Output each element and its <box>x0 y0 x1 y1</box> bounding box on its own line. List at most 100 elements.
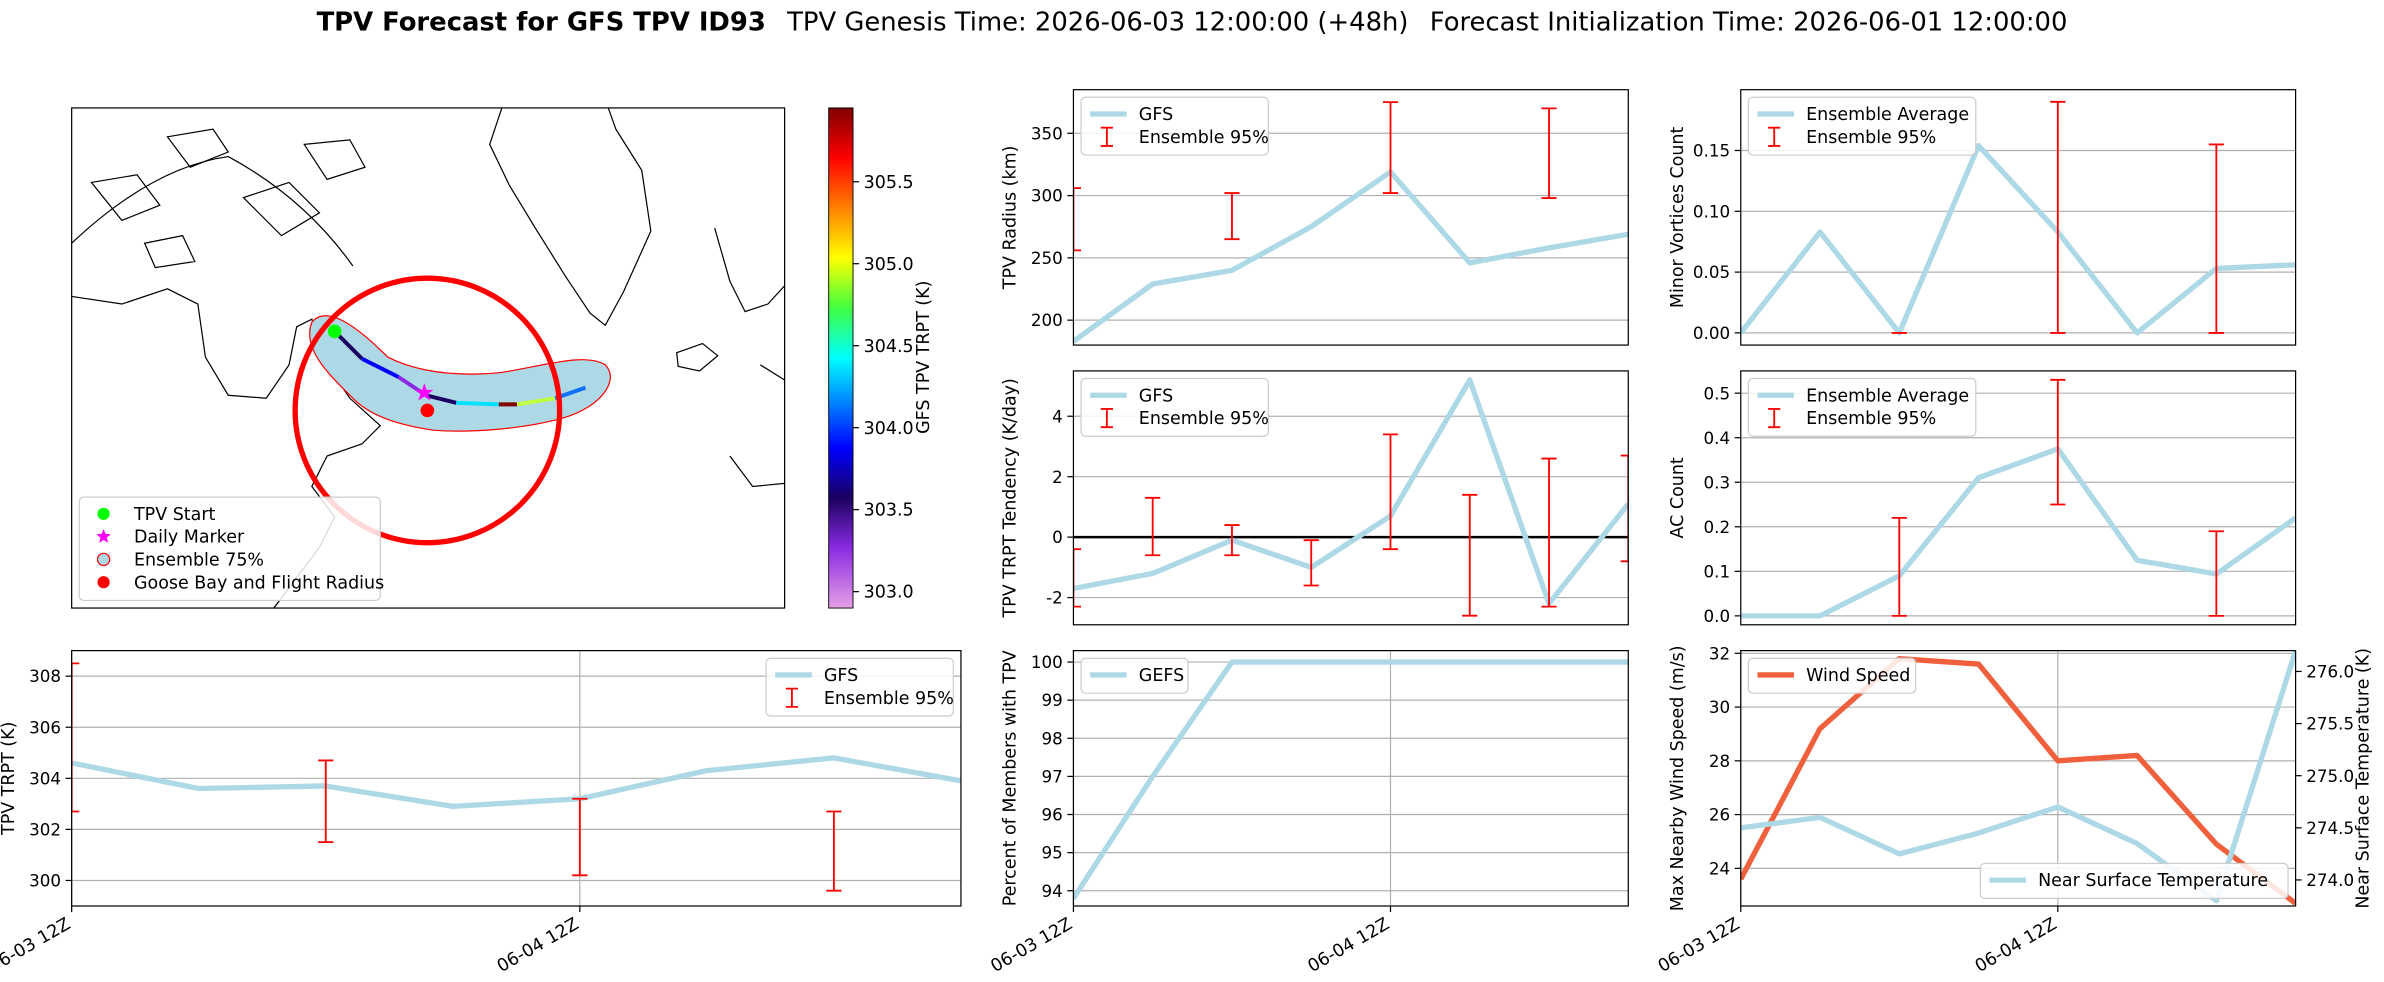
legend-box <box>1747 96 1977 156</box>
legend-swatch <box>97 576 110 589</box>
track-segment <box>361 356 400 379</box>
error-bar <box>2208 143 2224 334</box>
axes-frame <box>1740 650 2297 907</box>
series-line <box>1073 659 1629 900</box>
y-axis-label: Max Nearby Wind Speed (m/s) <box>1668 645 1688 911</box>
track-segment <box>456 400 499 407</box>
panel: 200 250 300 350 TPV Radius (km) GFS Ensemble 9… <box>1001 89 1629 346</box>
legend-label: Ensemble 95% <box>1139 409 1269 429</box>
plot-area <box>1073 659 1629 900</box>
y-tick-label: 0.3 <box>1704 472 1731 492</box>
x-tick-label: 06-04 12Z <box>1305 914 1393 977</box>
y2-tick-label: 275.5 <box>2306 714 2354 734</box>
y-tick-label: 306 <box>29 717 61 737</box>
legend-box <box>78 496 381 602</box>
y-tick-label: 2 <box>1052 467 1063 487</box>
y-tick-label: 99 <box>1042 690 1063 710</box>
panel: 94 95 96 97 98 99 100 06-03 12Z 06-04 12Z Percent… <box>988 650 1629 977</box>
title-main: TPV Forecast for GFS TPV ID93 <box>317 7 766 37</box>
y-tick-label: 300 <box>1031 186 1063 206</box>
plot-area <box>71 662 961 892</box>
legend-swatch <box>1768 408 1781 429</box>
axes-frame <box>71 650 962 907</box>
series-line <box>1740 142 2296 336</box>
legend-swatch <box>97 507 110 520</box>
boundary <box>71 155 354 267</box>
x-tick-label: 06-03 12Z <box>0 914 74 977</box>
track-segment <box>425 393 457 405</box>
legend-label: GFS <box>1139 386 1173 406</box>
legend-label: Daily Marker <box>134 528 245 548</box>
legend-label: Ensemble Average <box>1806 386 1969 406</box>
panel: 300 302 304 306 308 06-03 12Z 06-04 12Z TPV TRP… <box>0 650 962 977</box>
axes-frame <box>1072 370 1629 626</box>
y-tick-label: 32 <box>1709 643 1730 663</box>
legend-box <box>1080 377 1269 437</box>
legend-swatch <box>1100 126 1113 147</box>
legend-label: Ensemble 95% <box>1139 128 1269 148</box>
error-bar <box>1145 496 1161 557</box>
y-tick-label: 0.4 <box>1704 428 1731 448</box>
plot-area <box>1073 377 1629 617</box>
map-frame <box>71 107 786 609</box>
y-tick-label: 0.05 <box>1693 262 1730 282</box>
error-bar <box>2050 378 2066 506</box>
y-tick-label: 26 <box>1709 805 1730 825</box>
legend: Ensemble Average Ensemble 95% <box>1747 96 1977 156</box>
y-tick-label: 96 <box>1042 805 1063 825</box>
series-line <box>1073 377 1629 607</box>
legend: Wind Speed <box>1747 657 1917 694</box>
y-tick-label: 302 <box>29 819 61 839</box>
legend-swatch <box>96 529 111 543</box>
y-tick-label: 0.15 <box>1693 141 1730 161</box>
colorbar-tick-label: 303.5 <box>864 501 914 521</box>
colorbar-label: GFS TPV TRPT (K) <box>914 281 934 434</box>
colorbar-tick-label: 304.5 <box>864 337 914 357</box>
y-axis-label: TPV Radius (km) <box>1001 146 1021 291</box>
series-line <box>1740 446 2296 619</box>
grid <box>1073 132 1629 321</box>
panel: -2 0 2 4 TPV TRPT Tendency (K/day) GFS Ensembl… <box>1001 370 1629 626</box>
y-tick-label: 308 <box>29 666 61 686</box>
y2-tick-label: 275.0 <box>2306 766 2354 786</box>
y-tick-label: 0.5 <box>1704 383 1731 403</box>
y2-tick-label: 276.0 <box>2306 662 2354 682</box>
tpv-start <box>327 324 342 339</box>
y-tick-label: 0.00 <box>1693 323 1730 343</box>
grid <box>71 650 961 906</box>
panel: 24 26 28 30 32 274.0 274.5 275.0 275.5 276.0 06-03… <box>1655 643 2374 976</box>
error-bar <box>1224 524 1240 557</box>
legend-swatch <box>1100 408 1113 429</box>
legend-label: GEFS <box>1139 666 1184 686</box>
y-tick-label: 200 <box>1031 310 1063 330</box>
y-tick-label: 0 <box>1052 527 1063 547</box>
legend: GEFS <box>1080 657 1189 694</box>
colorbar-tick-label: 305.0 <box>864 255 914 275</box>
colorbar-tick-label: 303.0 <box>864 583 914 603</box>
axes-frame <box>1072 89 1629 346</box>
figure-title: TPV Forecast for GFS TPV ID93 TPV Genesis… <box>317 7 2068 37</box>
y-tick-label: 28 <box>1709 751 1730 771</box>
y-tick-label: 0.10 <box>1693 201 1730 221</box>
y-tick-label: 4 <box>1052 406 1063 426</box>
error-bar <box>1462 493 1478 617</box>
coastline <box>90 128 366 269</box>
goose-bay <box>420 403 435 418</box>
error-bar <box>1541 457 1557 608</box>
legend: GFS Ensemble 95% <box>1080 377 1269 437</box>
legend-swatch <box>1768 126 1781 147</box>
error-bar <box>1382 101 1399 194</box>
title-init: Forecast Initialization Time: 2026-06-01… <box>1430 7 2068 37</box>
y-tick-label: 0.0 <box>1704 606 1731 626</box>
y-axis-label: TPV TRPT Tendency (K/day) <box>1001 378 1021 618</box>
y-tick-label: 94 <box>1042 881 1063 901</box>
legend-label: Wind Speed <box>1806 666 1910 686</box>
y-tick-label: 95 <box>1042 843 1063 863</box>
y-axis-label: Minor Vortices Count <box>1668 126 1688 308</box>
error-bar <box>1073 187 1082 252</box>
error-bar <box>1224 192 1240 241</box>
legend-box <box>1747 377 1977 437</box>
plot-area <box>1740 378 2296 619</box>
